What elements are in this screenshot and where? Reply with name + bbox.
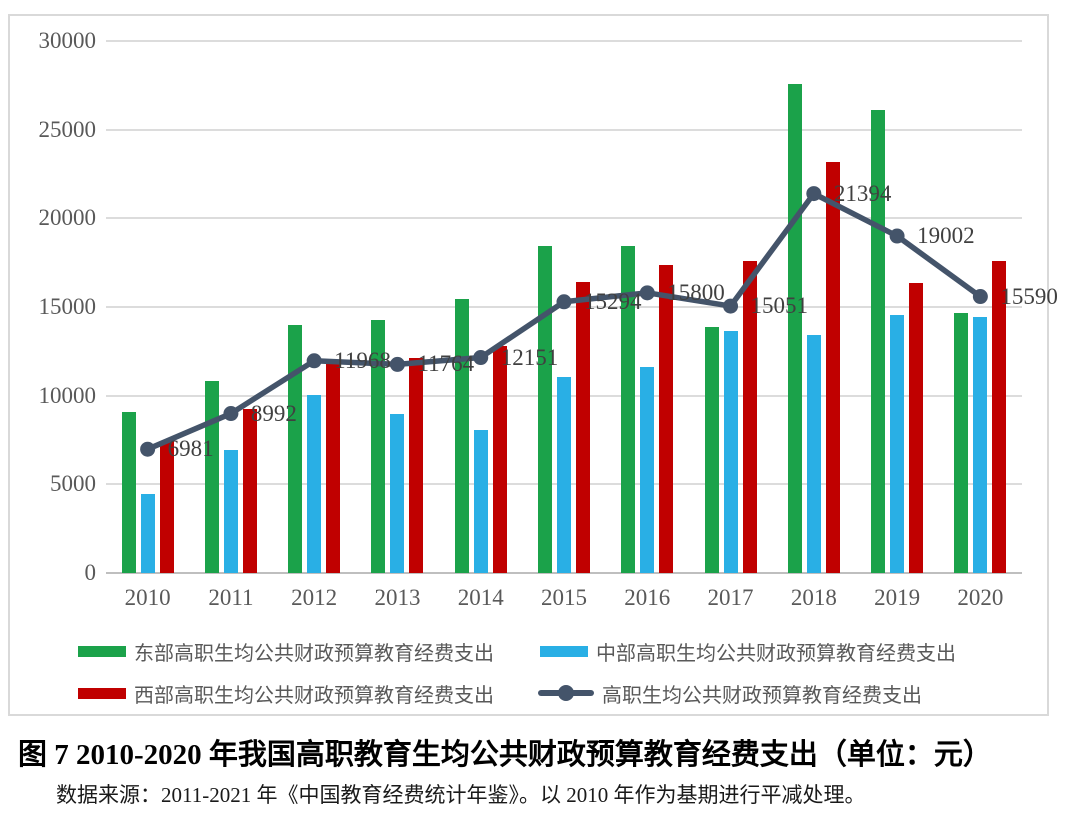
legend-swatch-icon [78,645,126,657]
bar-west-2020 [992,261,1007,573]
y-tick-label: 10000 [38,382,97,408]
legend-swatch-icon [78,687,126,699]
legend-item-0: 东部高职生均公共财政预算教育经费支出 [78,639,494,665]
data-label-2019: 19002 [917,223,975,249]
legend-line-marker-icon [538,685,594,701]
x-tick-label: 2018 [790,585,837,610]
legend-swatch-icon [540,645,588,657]
x-tick-label: 2013 [374,585,421,610]
gridline [106,128,1022,131]
legend-item-2: 西部高职生均公共财政预算教育经费支出 [78,681,494,707]
bar-west-2010 [159,441,174,573]
gridline [106,40,1022,42]
y-tick-label: 5000 [50,471,96,497]
x-tick-label: 2012 [291,585,338,610]
data-label-2011: 8992 [250,400,297,426]
bar-central-2014 [473,429,488,573]
data-label-2016: 15800 [667,279,725,305]
data-label-2014: 12151 [500,344,559,370]
legend-label: 西部高职生均公共财政预算教育经费支出 [134,684,494,707]
y-tick-label: 30000 [38,28,97,53]
bar-central-2010 [140,493,155,573]
data-label-2013: 11764 [417,351,475,377]
legend-label: 高职生均公共财政预算教育经费支出 [602,684,922,707]
x-tick-label: 2020 [957,585,1004,610]
legend-item-3: 高职生均公共财政预算教育经费支出 [538,681,922,707]
x-tick-label: 2010 [124,585,171,610]
bar-central-2013 [390,414,405,573]
data-label-2015: 15294 [584,288,642,314]
x-tick-label: 2017 [707,585,754,610]
data-label-2020: 15590 [1000,283,1058,309]
y-tick-label: 15000 [38,294,97,319]
x-tick-label: 2019 [874,585,921,610]
legend-dot-icon [558,685,574,701]
y-tick-label: 0 [84,560,97,585]
x-tick-label: 2015 [541,585,587,610]
legend-item-1: 中部高职生均公共财政预算教育经费支出 [540,639,956,665]
data-label-2017: 15051 [750,293,809,319]
legend-label: 中部高职生均公共财政预算教育经费支出 [596,642,956,665]
y-tick-label: 20000 [38,205,97,231]
x-tick-label: 2016 [624,585,671,610]
x-tick-label: 2011 [208,585,254,610]
figure-caption: 图 7 2010-2020 年我国高职教育生均公共财政预算教育经费支出（单位：元… [18,739,992,771]
x-axis-line [106,572,1022,574]
source-note: 数据来源：2011-2021 年《中国教育经费统计年鉴》。以 2010 年作为基… [56,783,866,807]
data-label-2010: 6981 [167,436,214,462]
y-tick-label: 25000 [38,116,97,142]
data-label-2012: 11968 [334,347,391,373]
data-label-2018: 21394 [833,180,892,206]
bar-east-2010 [121,411,136,573]
legend-label: 东部高职生均公共财政预算教育经费支出 [134,642,494,665]
x-tick-label: 2014 [457,585,504,610]
bar-central-2011 [223,449,238,573]
